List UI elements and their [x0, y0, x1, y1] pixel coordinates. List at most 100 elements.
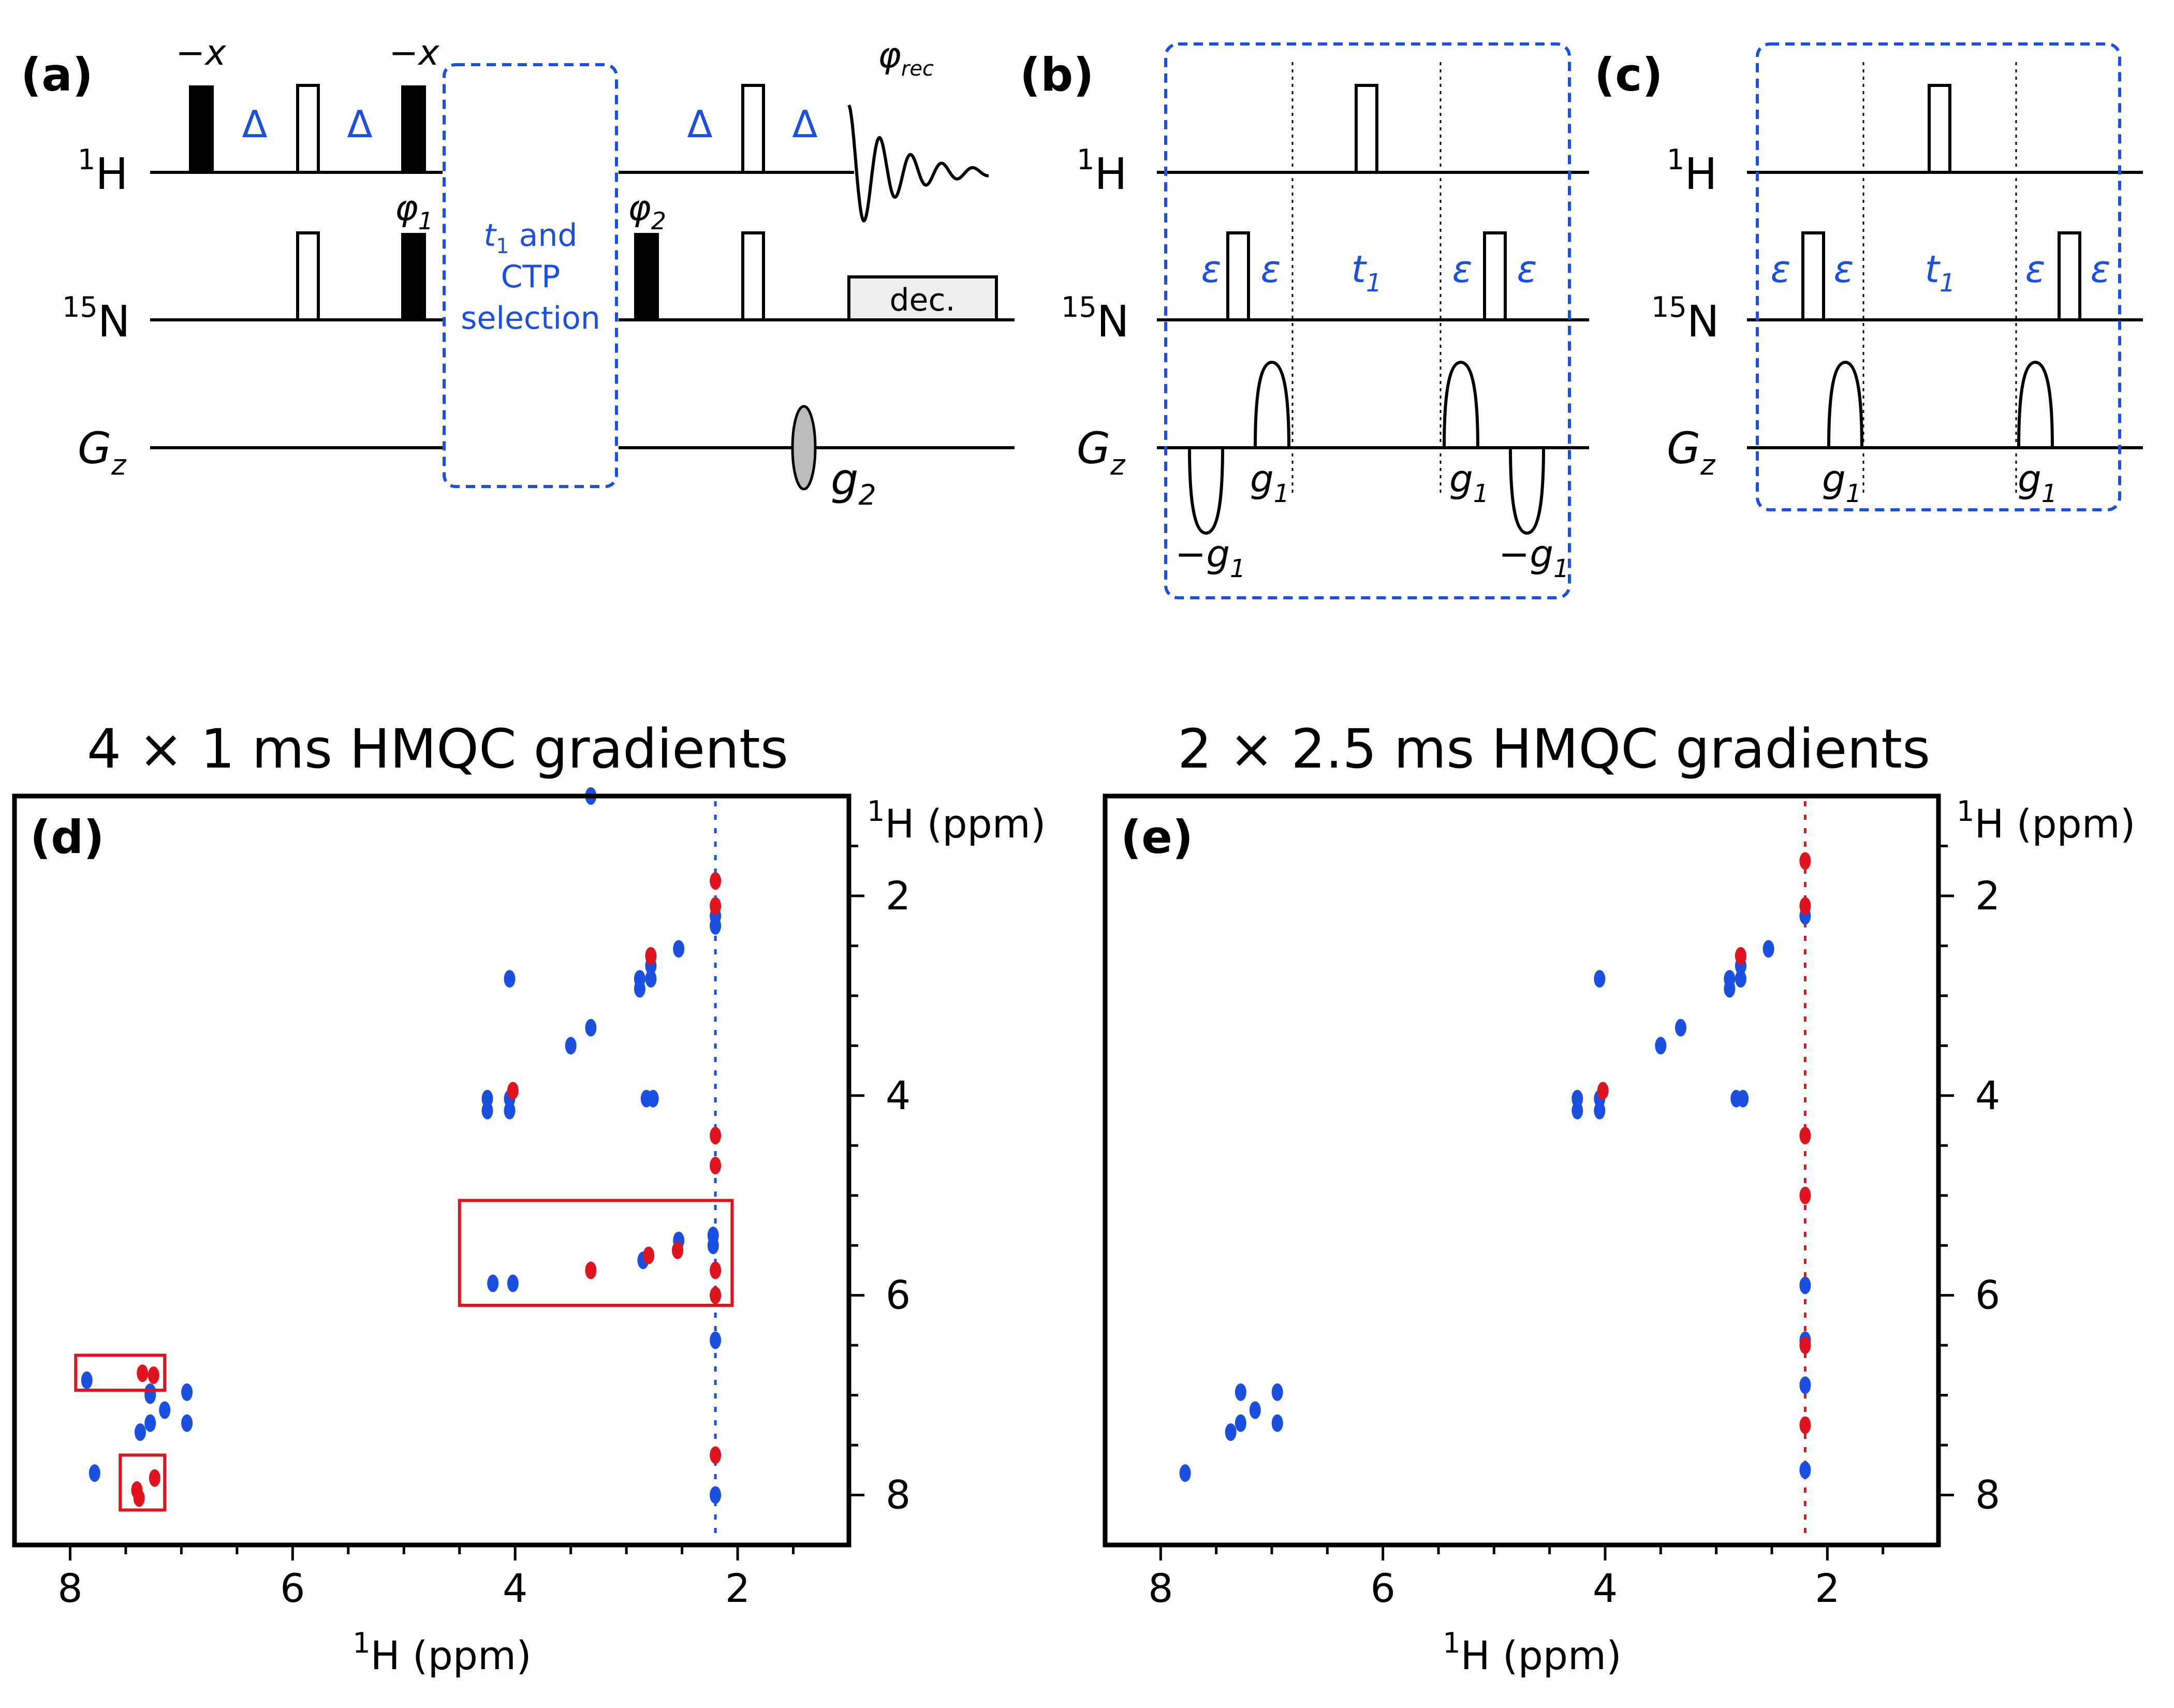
n-180-pulse-b-2: [1483, 231, 1507, 321]
x-tick-label: 4: [503, 1565, 527, 1611]
gradient-g1-b-1: [1254, 360, 1290, 448]
peak-blue: [1179, 1464, 1191, 1482]
peak-red: [507, 1082, 519, 1100]
spectrum-d: 4 × 1 ms HMQC gradients 8 6 4 2 1H (ppm) 2 4 6 8 1…: [12, 717, 1046, 1678]
gradient-minus-g1-b-2: [1509, 447, 1545, 535]
y-tick-label: 6: [1975, 1272, 2000, 1318]
channel-label-h-c: 1H: [1667, 143, 1717, 199]
peak-red: [645, 947, 657, 965]
gradient-minus-g1-b-1: [1188, 447, 1224, 535]
dec-label: dec.: [889, 282, 955, 318]
panel-label-c: (c): [1594, 48, 1663, 101]
minus-g1-label-b-2: −g1: [1499, 532, 1569, 583]
peak-blue: [710, 917, 722, 935]
x-tick-label: 8: [57, 1565, 82, 1611]
peak-blue: [181, 1383, 193, 1401]
peak-red: [710, 897, 722, 915]
gradient-g2-label: g2: [831, 454, 876, 511]
peak-blue: [1675, 1019, 1686, 1037]
gradient-g2: [791, 405, 817, 491]
ctp-selection-box: [443, 63, 618, 488]
peak-blue: [1249, 1401, 1261, 1419]
peak-red: [133, 1489, 145, 1507]
delay-delta-1: Δ: [242, 102, 267, 146]
peak-blue: [89, 1464, 100, 1482]
peak-red: [1735, 947, 1746, 965]
peak-red: [710, 872, 722, 890]
channel-label-gz-b: Gz: [1077, 423, 1126, 481]
y-tick-label: 2: [1975, 873, 2000, 919]
highlight-box: [458, 1199, 734, 1307]
x-tick-label: 6: [280, 1565, 305, 1611]
y-tick-label: 6: [886, 1272, 910, 1318]
n-90-pulse-phi1: [401, 233, 426, 320]
peak-blue: [181, 1414, 193, 1432]
highlight-box: [74, 1353, 167, 1392]
eps-c-1: ε: [1771, 247, 1791, 291]
ctp-line-2: CTP: [501, 259, 561, 295]
peak-red: [710, 1286, 722, 1304]
x-axis-label: 1H (ppm): [352, 1627, 531, 1678]
peak-blue: [504, 970, 516, 988]
h-180-pulse-b: [1355, 84, 1378, 174]
decoupling-box: [847, 275, 998, 321]
peak-blue: [634, 980, 645, 998]
peak-red: [643, 1246, 655, 1264]
peak-blue: [1737, 1089, 1749, 1108]
h-90-pulse-2: [401, 85, 426, 172]
phase-phi-rec: φrec: [878, 35, 934, 81]
gradient-g1-c-1: [1827, 360, 1863, 448]
peak-red: [710, 1261, 722, 1279]
phase-minus-x-2: −x: [389, 33, 439, 73]
eps-b-1: ε: [1201, 247, 1222, 291]
eps-b-3: ε: [1452, 247, 1473, 291]
n-90-pulse-phi2: [634, 233, 659, 320]
n-180-pulse-1: [296, 231, 320, 321]
peak-blue: [647, 1089, 659, 1108]
n-180-pulse-2: [741, 231, 765, 321]
delay-delta-2: Δ: [347, 102, 372, 146]
y-tick-label: 2: [886, 873, 910, 919]
peak-red: [1799, 1127, 1811, 1144]
peak-red: [149, 1469, 160, 1487]
x-tick-label: 2: [1815, 1565, 1840, 1611]
peak-red: [1597, 1082, 1609, 1100]
delay-delta-3: Δ: [687, 102, 712, 146]
gradient-g1-c-2: [2017, 360, 2054, 448]
peak-red: [710, 1156, 722, 1174]
spectrum-e: 2 × 2.5 ms HMQC gradients 8 6 4 2 1H (ppm) 2 4 6…: [1103, 717, 2135, 1678]
g1-label-b-1: g1: [1250, 457, 1289, 508]
peak-blue: [144, 1414, 156, 1432]
h-180-pulse-1: [296, 84, 320, 174]
peak-blue: [134, 1423, 146, 1441]
channel-label-n-b: 15N: [1061, 291, 1129, 347]
y-tick-label: 8: [886, 1472, 910, 1518]
ctp-line-1: t1 and: [484, 217, 578, 258]
peak-red: [710, 1127, 722, 1144]
panel-label: (d): [30, 811, 104, 864]
panel-label: (e): [1121, 811, 1193, 864]
peak-blue: [1235, 1414, 1246, 1432]
peak-blue: [1571, 1101, 1583, 1120]
peak-red: [1799, 1186, 1811, 1204]
y-tick-label: 4: [1975, 1072, 2000, 1118]
g1-label-c-1: g1: [1822, 457, 1861, 508]
peak-blue: [1799, 1461, 1811, 1479]
peak-blue: [481, 1101, 493, 1120]
peak-blue: [585, 1019, 597, 1037]
channel-label-h-b: 1H: [1077, 143, 1127, 199]
spectrum-title: 4 × 1 ms HMQC gradients: [87, 717, 788, 781]
peak-blue: [707, 1236, 719, 1255]
peak-blue: [1735, 970, 1746, 988]
delay-delta-4: Δ: [792, 102, 817, 146]
plot-frame: [12, 793, 851, 1548]
x-tick-label: 6: [1370, 1565, 1395, 1611]
panel-label-a: (a): [21, 48, 93, 101]
eps-b-4: ε: [1517, 247, 1537, 291]
y-axis-label: 1H (ppm): [1957, 795, 2135, 847]
gradient-g1-b-2: [1443, 360, 1479, 448]
h-90-pulse-1: [189, 85, 214, 172]
peak-blue: [645, 970, 657, 988]
peak-blue: [1799, 1376, 1811, 1394]
